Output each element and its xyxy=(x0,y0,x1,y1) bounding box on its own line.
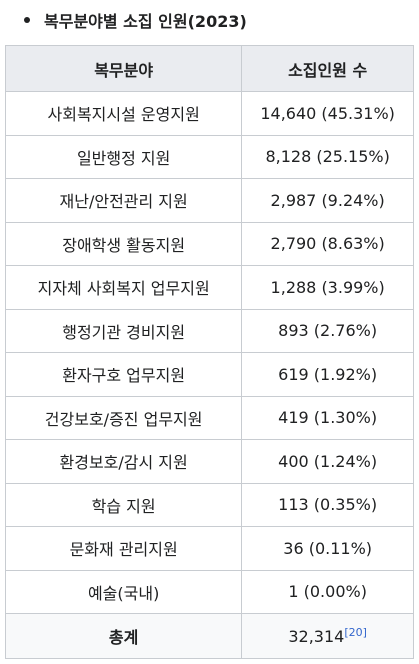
field-cell: 일반행정 지원 xyxy=(4,134,243,179)
field-cell: 문화재 관리지원 xyxy=(4,526,243,571)
table-row: 재난/안전관리 지원 2,987 (9.24%) xyxy=(4,178,414,223)
field-cell: 행정기관 경비지원 xyxy=(4,308,243,353)
total-count: 32,314 xyxy=(288,626,345,646)
count-cell: 1 (0.00%) xyxy=(241,569,414,614)
table-row: 환경보호/감시 지원 400 (1.24%) xyxy=(4,439,414,484)
count-cell: 1,288 (3.99%) xyxy=(241,265,414,310)
count-cell: 400 (1.24%) xyxy=(241,439,414,484)
table-row: 지자체 사회복지 업무지원 1,288 (3.99%) xyxy=(4,265,414,310)
table-row: 문화재 관리지원 36 (0.11%) xyxy=(4,526,414,571)
count-cell: 14,640 (45.31%) xyxy=(241,91,414,136)
table-row: 사회복지시설 운영지원 14,640 (45.31%) xyxy=(4,91,414,136)
table-row: 환자구호 업무지원 619 (1.92%) xyxy=(4,352,414,397)
count-cell: 2,790 (8.63%) xyxy=(241,221,414,266)
field-cell: 환자구호 업무지원 xyxy=(4,352,243,397)
field-cell: 장애학생 활동지원 xyxy=(4,221,243,266)
count-cell: 113 (0.35%) xyxy=(241,482,414,527)
count-cell: 8,128 (25.15%) xyxy=(241,134,414,179)
table-row: 장애학생 활동지원 2,790 (8.63%) xyxy=(4,221,414,266)
total-label: 총계 xyxy=(4,613,243,659)
service-field-table: 복무분야 소집인원 수 사회복지시설 운영지원 14,640 (45.31%) 일… xyxy=(4,45,414,659)
count-cell: 893 (2.76%) xyxy=(241,308,414,353)
count-cell: 2,987 (9.24%) xyxy=(241,178,414,223)
field-cell: 지자체 사회복지 업무지원 xyxy=(4,265,243,310)
field-cell: 건강보호/증진 업무지원 xyxy=(4,395,243,440)
header-count: 소집인원 수 xyxy=(241,45,414,92)
field-cell: 학습 지원 xyxy=(4,482,243,527)
table-row: 학습 지원 113 (0.35%) xyxy=(4,482,414,527)
table-header-row: 복무분야 소집인원 수 xyxy=(4,45,414,92)
field-cell: 사회복지시설 운영지원 xyxy=(4,91,243,136)
table-row: 일반행정 지원 8,128 (25.15%) xyxy=(4,134,414,179)
count-cell: 36 (0.11%) xyxy=(241,526,414,571)
table-row: 행정기관 경비지원 893 (2.76%) xyxy=(4,308,414,353)
field-cell: 환경보호/감시 지원 xyxy=(4,439,243,484)
section-heading: 복무분야별 소집 인원(2023) xyxy=(24,6,247,34)
count-cell: 619 (1.92%) xyxy=(241,352,414,397)
field-cell: 재난/안전관리 지원 xyxy=(4,178,243,223)
total-count-cell: 32,314[20] xyxy=(241,613,414,659)
reference-link[interactable]: [20] xyxy=(344,625,367,639)
field-cell: 예술(국내) xyxy=(4,569,243,614)
header-field: 복무분야 xyxy=(4,45,243,92)
table-row: 예술(국내) 1 (0.00%) xyxy=(4,569,414,614)
total-row: 총계 32,314[20] xyxy=(4,613,414,659)
heading-text: 복무분야별 소집 인원(2023) xyxy=(44,12,247,31)
bullet-icon xyxy=(24,17,30,23)
count-cell: 419 (1.30%) xyxy=(241,395,414,440)
table-row: 건강보호/증진 업무지원 419 (1.30%) xyxy=(4,395,414,440)
